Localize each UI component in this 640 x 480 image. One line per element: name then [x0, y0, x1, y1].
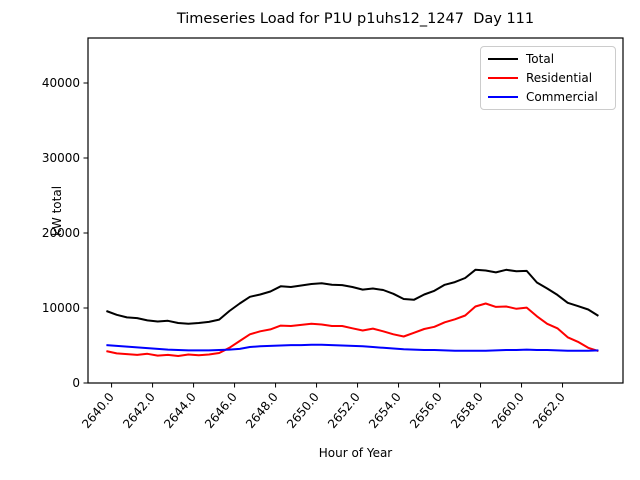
axes-frame [87, 37, 624, 384]
legend-line-sample-total [488, 58, 518, 61]
legend-line-sample-residential [488, 77, 518, 79]
x-axis-label: Hour of Year [318, 446, 393, 460]
x-tick-label: 2642.0 [120, 390, 158, 431]
y-axis-label: kW total [50, 185, 64, 237]
legend-label: Residential [526, 71, 593, 85]
chart-title: Timeseries Load for P1U p1uhs12_1247 Day… [176, 11, 535, 27]
series-line-commercial [106, 343, 599, 352]
x-tick-label: 2656.0 [407, 390, 445, 431]
y-tick-label: 40000 [42, 76, 80, 90]
x-tick-label: 2660.0 [489, 390, 527, 431]
x-tick-label: 2640.0 [79, 390, 117, 431]
y-tick-label: 10000 [42, 301, 80, 315]
x-tick-label: 2646.0 [202, 390, 240, 431]
x-tick-label: 2644.0 [161, 390, 199, 431]
legend: Total Residential Commercial [480, 46, 616, 110]
legend-line-sample-commercial [488, 95, 518, 98]
y-tick-label: 30000 [42, 151, 80, 165]
x-tick-label: 2652.0 [325, 390, 363, 431]
legend-row-total: Total [481, 50, 615, 69]
legend-row-commercial: Commercial [481, 87, 615, 106]
x-tick-label: 2650.0 [284, 390, 322, 431]
y-tick-label: 0 [72, 376, 80, 390]
x-tick-label: 2658.0 [448, 390, 486, 431]
legend-label: Total [526, 52, 555, 67]
legend-row-residential: Residential [481, 69, 615, 88]
legend-label: Commercial [526, 89, 598, 104]
x-tick-label: 2654.0 [366, 390, 404, 431]
series-line-residential [106, 302, 599, 357]
y-tick-label: 20000 [42, 226, 80, 240]
series-line-total [106, 268, 599, 325]
x-tick-label: 2662.0 [530, 390, 568, 431]
x-tick-label: 2648.0 [243, 390, 281, 431]
